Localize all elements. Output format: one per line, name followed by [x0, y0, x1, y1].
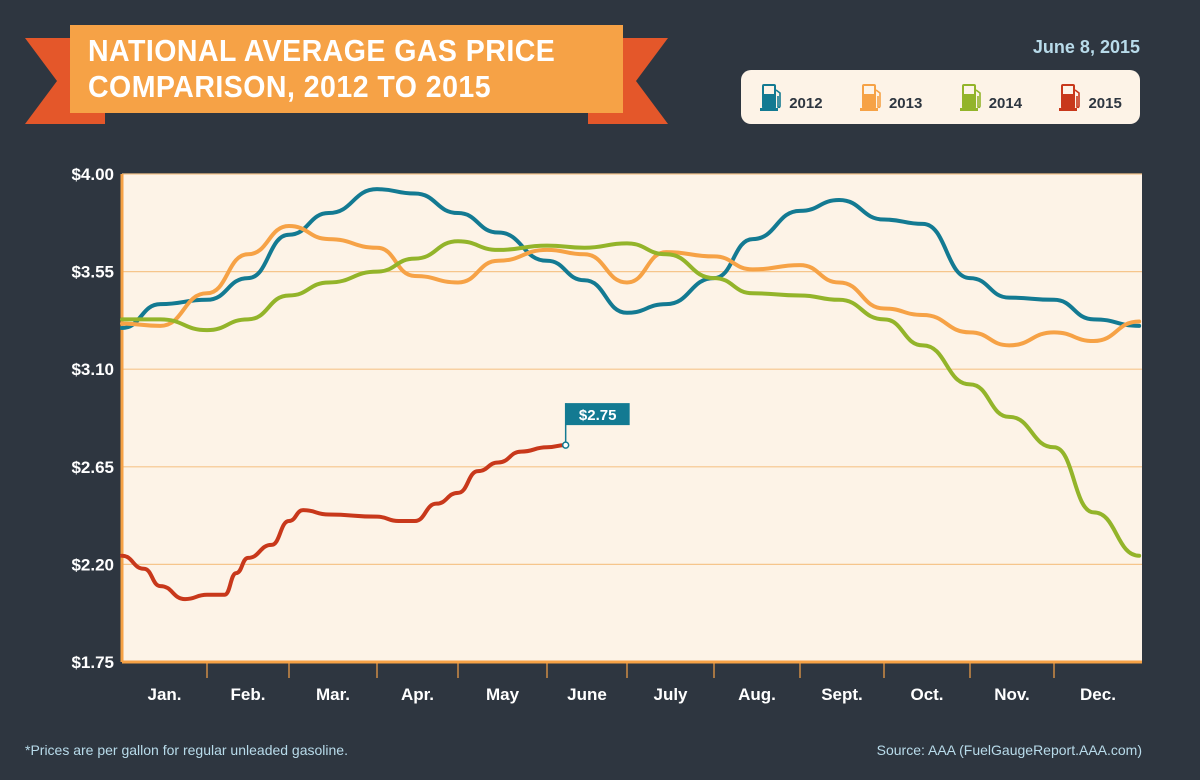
annotation-marker: [561, 441, 570, 449]
gas-pump-icon: [1059, 84, 1081, 111]
date-label: June 8, 2015: [1032, 37, 1140, 57]
y-tick-label: $1.75: [71, 653, 114, 672]
legend: 2012 2013 2014 2015: [741, 70, 1140, 124]
legend-item-2015: 2015: [1058, 82, 1122, 112]
legend-label: 2013: [888, 95, 923, 112]
x-tick-label: July: [653, 685, 688, 704]
x-tick-label: Oct.: [910, 685, 943, 704]
y-tick-label: $2.20: [71, 555, 114, 574]
legend-label: 2014: [988, 95, 1023, 112]
x-tick-label: Jan.: [147, 685, 181, 704]
y-tick-label: $3.55: [71, 263, 114, 282]
annotation-flag: [565, 403, 630, 426]
x-tick-label: May: [486, 685, 520, 704]
gas-pump-icon: [959, 84, 981, 111]
title-banner: NATIONAL AVERAGE GAS PRICE COMPARISON, 2…: [70, 25, 623, 113]
x-tick-label: Nov.: [994, 685, 1030, 704]
source-credit: Source: AAA (FuelGaugeReport.AAA.com): [876, 742, 1142, 758]
x-tick-label: Sept.: [821, 685, 863, 704]
legend-item-2014: 2014: [959, 82, 1022, 112]
x-tick-label: Feb.: [231, 685, 266, 704]
legend-label: 2012: [789, 95, 823, 112]
y-tick-label: $2.65: [71, 458, 114, 477]
legend-item-2012: 2012: [759, 82, 823, 112]
y-tick-label: $3.10: [71, 360, 114, 379]
plot-area: [122, 174, 1142, 662]
chart-title: NATIONAL AVERAGE GAS PRICE COMPARISON, 2…: [88, 33, 556, 104]
footnote: *Prices are per gallon for regular unlea…: [25, 742, 348, 758]
legend-label: 2015: [1088, 95, 1122, 112]
gas-pump-icon: [760, 84, 781, 111]
x-tick-label: Apr.: [401, 685, 434, 704]
x-tick-label: Dec.: [1080, 685, 1116, 704]
x-tick-label: Mar.: [316, 685, 350, 704]
gas-pump-icon: [859, 84, 881, 111]
series-line-2015: [120, 443, 568, 602]
legend-item-2013: 2013: [859, 82, 922, 112]
annotation-label: $2.75: [579, 407, 617, 424]
x-tick-label: Aug.: [738, 685, 776, 704]
y-tick-label: $4.00: [71, 165, 114, 184]
series-line-2014: [120, 239, 1142, 558]
x-tick-label: June: [567, 685, 607, 704]
